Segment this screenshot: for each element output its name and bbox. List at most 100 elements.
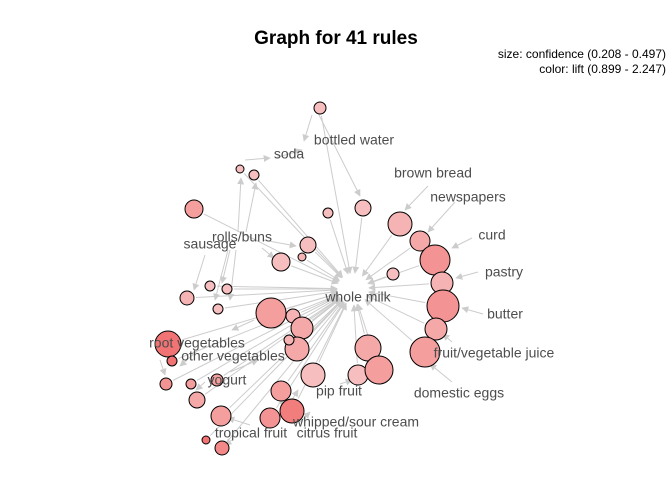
edge-rule-0 [320,115,353,274]
rule-node-2 [248,169,260,181]
rule-node-11 [419,244,451,276]
edge-item-8 [461,306,484,315]
rule-node-9 [387,211,413,237]
edge-item-22 [195,381,206,391]
item-label-brown-bread: brown bread [394,165,472,181]
rule-node-5 [184,199,204,219]
rule-node-20 [212,303,224,315]
edge-item-17 [213,249,229,301]
item-label-bottled-water: bottled water [314,132,394,148]
edge-item-5 [427,201,456,233]
edge-item-7 [455,271,479,280]
item-labels-layer: bottled water soda brown bread newspapers cu… [149,132,554,441]
item-label-yogurt: yogurt [208,372,247,388]
edge-rule-31 [204,297,341,395]
edge-item-2 [244,155,271,162]
rule-node-26 [154,330,182,358]
rule-node-35 [300,362,326,388]
edge-rule-8 [291,265,339,285]
item-label-tropical-fruit: tropical fruit [215,425,287,441]
rule-node-13 [386,267,400,281]
legend-size: size: confidence (0.208 - 0.497) [497,47,666,61]
rule-node-0 [313,101,327,115]
edge-item-4 [404,185,429,211]
rule-node-6 [299,236,317,254]
item-label-whipped-sour-cream: whipped/sour cream [292,414,419,430]
edge-rule-14 [368,289,426,304]
rule-node-27 [166,355,178,367]
rule-node-30 [210,373,224,387]
rule-node-40 [259,407,281,429]
edges-layer [159,112,484,446]
edge-rule-6 [314,251,343,279]
item-label-rolls-buns: rolls/buns [212,229,272,245]
rule-node-3 [322,207,334,219]
edge-item-14 [261,247,275,259]
edge-rule-13 [367,276,386,285]
rule-node-8 [271,252,291,272]
edge-rule-30 [223,297,341,376]
edge-rule-2 [258,179,343,278]
item-label-newspapers: newspapers [430,189,506,205]
rule-node-14 [426,289,460,323]
edge-item-3 [274,148,303,159]
rule-node-31 [188,391,206,409]
edge-item-11 [237,177,245,233]
edge-rule-35 [318,302,347,363]
item-label-pip-fruit: pip fruit [316,383,362,399]
item-label-soda: soda [274,146,305,162]
edge-item-26 [291,389,299,401]
item-label-curd: curd [478,227,505,243]
rule-node-36 [270,380,292,402]
rule-node-28 [159,377,173,391]
item-label-butter: butter [487,306,523,322]
legend-color: color: lift (0.899 - 2.247) [539,62,666,76]
rule-node-1 [235,164,245,174]
rule-node-39 [364,355,394,385]
edge-item-20 [179,351,197,367]
edge-item-19 [231,319,255,331]
edge-item-0 [302,114,313,142]
item-label-pastry: pastry [485,264,523,280]
rule-node-21 [255,297,287,329]
edge-item-21 [159,359,167,376]
item-label-root-vegetables: root vegetables [149,335,245,351]
edge-rule-28 [172,295,340,381]
edge-rule-27 [178,293,339,359]
edge-rule-15 [366,295,425,324]
edge-item-15 [192,254,206,291]
rule-node-33 [201,435,211,445]
rule-node-7 [297,252,307,262]
edge-item-24 [227,416,251,426]
edge-rule-20 [224,288,338,309]
edge-rule-12 [368,283,430,291]
item-label-fruit-vegetable-juice: fruit/vegetable juice [434,345,555,361]
rule-node-25 [283,334,295,346]
edge-rule-5 [203,213,340,283]
rule-node-15 [424,317,448,341]
graph-title: Graph for 41 rules [254,28,418,49]
item-label-citrus-fruit: citrus fruit [297,425,358,441]
rule-node-18 [204,280,216,292]
edge-item-1 [317,112,361,197]
edge-rule-10 [365,247,411,281]
edge-rule-7 [306,259,341,281]
rule-node-10 [409,230,431,252]
edge-rule-18 [216,285,338,293]
rule-nodes-layer [154,101,460,456]
edge-rule-36 [287,301,345,382]
edge-item-12 [245,182,259,233]
item-label-whole-milk: whole milk [324,289,391,305]
edge-rule-29 [196,296,340,381]
item-label-other-vegetables: other vegetables [181,348,285,364]
edge-item-6 [451,237,473,249]
edge-item-13 [262,239,297,249]
edge-rule-1 [243,173,343,278]
edge-rule-34 [227,300,344,442]
edge-rule-33 [209,299,343,437]
edge-item-28 [299,411,311,423]
rule-node-19 [221,283,233,295]
rule-node-32 [210,405,232,427]
edge-rule-4 [352,217,363,274]
